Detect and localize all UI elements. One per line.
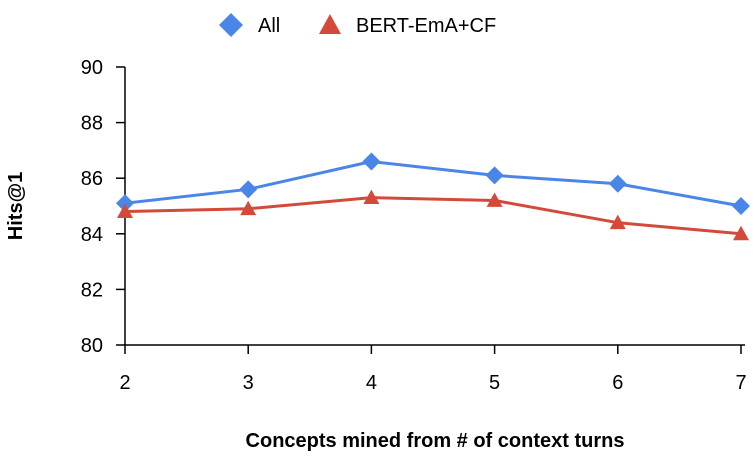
y-axis-title: Hits@1 — [5, 172, 27, 240]
legend-marker-triangle — [319, 14, 341, 34]
x-tick-label: 5 — [489, 372, 500, 394]
axes — [124, 67, 745, 346]
y-tick-label: 90 — [81, 57, 103, 79]
data-point-triangle — [609, 214, 626, 230]
data-point-diamond — [116, 194, 134, 213]
series-2 — [117, 189, 749, 241]
x-tick-label: 7 — [735, 372, 746, 394]
series-layer — [116, 152, 750, 241]
y-tick-label: 88 — [81, 113, 103, 135]
x-axis-title: Concepts mined from # of context turns — [246, 430, 625, 452]
data-point-triangle — [240, 200, 257, 216]
series-line — [124, 196, 742, 236]
data-point-diamond — [485, 166, 504, 185]
data-point-diamond — [239, 180, 258, 199]
legend-label: All — [258, 15, 280, 37]
y-tick-label: 86 — [81, 168, 103, 190]
y-tick-label: 84 — [81, 224, 103, 246]
series-1 — [116, 152, 750, 215]
y-tick-label: 82 — [81, 279, 103, 301]
x-tick-label: 4 — [366, 372, 377, 394]
data-point-diamond — [732, 197, 750, 215]
x-ticks: 2 3 4 5 6 7 — [119, 345, 747, 394]
legend: All BERT-EmA+CF — [219, 13, 496, 37]
x-tick-label: 2 — [119, 372, 130, 394]
data-point-triangle — [486, 192, 503, 207]
data-point-triangle — [733, 225, 749, 241]
legend-label: BERT-EmA+CF — [356, 15, 496, 37]
series-line — [124, 160, 742, 208]
x-tick-label: 6 — [612, 372, 623, 394]
x-tick-label: 3 — [243, 372, 254, 394]
legend-marker-diamond — [219, 13, 243, 37]
data-point-triangle — [117, 203, 133, 218]
data-point-diamond — [608, 174, 627, 193]
y-ticks: 80 82 84 86 88 90 — [81, 57, 125, 357]
data-point-diamond — [362, 152, 381, 171]
data-point-triangle — [363, 189, 380, 205]
y-tick-label: 80 — [81, 335, 103, 357]
